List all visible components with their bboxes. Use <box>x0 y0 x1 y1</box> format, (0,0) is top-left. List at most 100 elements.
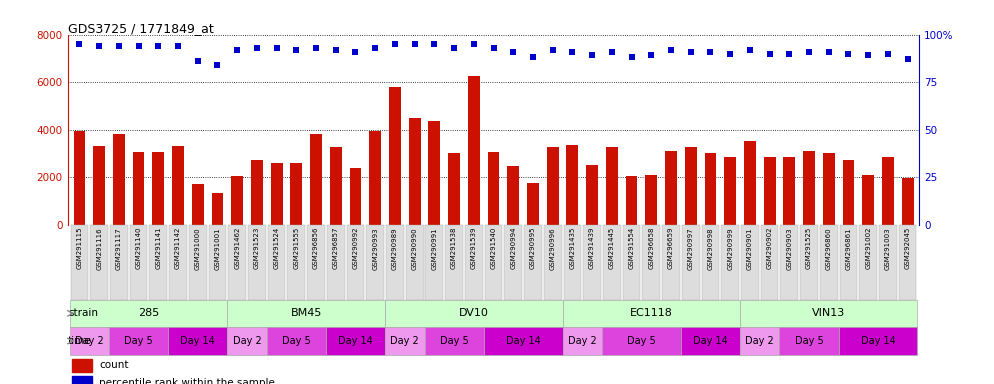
Text: Day 5: Day 5 <box>794 336 823 346</box>
Bar <box>740 300 917 327</box>
Bar <box>172 146 184 225</box>
Text: GSM291115: GSM291115 <box>77 227 83 270</box>
Point <box>485 45 501 51</box>
Bar <box>642 225 660 300</box>
Point <box>781 51 797 57</box>
Text: GSM291539: GSM291539 <box>471 227 477 270</box>
Bar <box>859 225 877 300</box>
Text: Day 5: Day 5 <box>282 336 311 346</box>
Text: DV10: DV10 <box>459 308 489 318</box>
Bar <box>902 178 913 225</box>
Point <box>860 52 876 58</box>
Bar <box>763 157 775 225</box>
Text: Day 2: Day 2 <box>391 336 419 346</box>
Bar <box>270 163 282 225</box>
Bar <box>290 163 302 225</box>
Point <box>663 47 679 53</box>
Point <box>407 41 422 47</box>
Point <box>545 47 561 53</box>
Point <box>466 41 482 47</box>
Text: GSM291540: GSM291540 <box>490 227 497 269</box>
Point <box>426 41 442 47</box>
Text: GSM290999: GSM290999 <box>728 227 734 270</box>
Text: GSM290990: GSM290990 <box>412 227 417 270</box>
Bar <box>129 225 147 300</box>
Bar <box>583 225 601 300</box>
Bar <box>228 327 266 355</box>
Point <box>190 58 206 64</box>
Bar <box>93 146 105 225</box>
Bar <box>109 327 168 355</box>
Bar <box>800 225 818 300</box>
Bar <box>132 152 144 225</box>
Bar <box>882 157 894 225</box>
Point <box>348 49 364 55</box>
Text: GSM291554: GSM291554 <box>628 227 634 269</box>
Bar <box>229 225 247 300</box>
Point <box>643 52 659 58</box>
Bar <box>722 225 739 300</box>
Bar <box>212 192 224 225</box>
Bar <box>705 153 717 225</box>
Bar <box>406 225 423 300</box>
Text: GSM290903: GSM290903 <box>786 227 792 270</box>
Bar <box>622 225 640 300</box>
Text: GSM296659: GSM296659 <box>668 227 674 270</box>
Bar <box>741 225 758 300</box>
Bar <box>428 121 440 225</box>
Bar <box>287 225 305 300</box>
Text: Day 5: Day 5 <box>627 336 656 346</box>
Bar <box>266 327 326 355</box>
Bar <box>389 87 401 225</box>
Point <box>565 49 580 55</box>
Point <box>387 41 403 47</box>
Bar <box>547 147 559 225</box>
Point <box>525 54 541 60</box>
Bar <box>192 184 204 225</box>
Bar <box>448 153 460 225</box>
Bar <box>465 225 483 300</box>
Bar <box>152 152 164 225</box>
Point <box>91 43 107 49</box>
Text: GSM291117: GSM291117 <box>116 227 122 270</box>
Bar <box>507 166 519 225</box>
Bar <box>330 147 342 225</box>
Point <box>288 47 304 53</box>
Point <box>623 54 639 60</box>
Bar <box>169 225 187 300</box>
Bar <box>820 225 838 300</box>
Text: GSM291116: GSM291116 <box>96 227 102 270</box>
Bar <box>862 175 874 225</box>
Bar <box>685 147 697 225</box>
Text: GSM290995: GSM290995 <box>530 227 536 270</box>
Point <box>584 52 600 58</box>
Text: Day 14: Day 14 <box>180 336 215 346</box>
Bar <box>527 183 539 225</box>
Bar <box>702 225 720 300</box>
Bar <box>327 225 345 300</box>
Point <box>72 41 87 47</box>
Text: count: count <box>99 360 128 370</box>
Bar <box>385 300 563 327</box>
Bar <box>409 118 420 225</box>
Bar <box>603 225 620 300</box>
Text: VIN13: VIN13 <box>812 308 845 318</box>
Point <box>604 49 620 55</box>
Text: GSM291141: GSM291141 <box>155 227 161 270</box>
Text: GSM290998: GSM290998 <box>708 227 714 270</box>
Bar <box>90 225 108 300</box>
Bar <box>839 327 917 355</box>
Bar <box>267 225 285 300</box>
Text: GSM290991: GSM290991 <box>431 227 437 270</box>
Bar <box>71 225 88 300</box>
Text: Day 14: Day 14 <box>861 336 896 346</box>
Text: GSM290992: GSM290992 <box>353 227 359 270</box>
Point <box>801 49 817 55</box>
Point <box>841 51 857 57</box>
Text: Day 2: Day 2 <box>75 336 103 346</box>
Text: GSM291555: GSM291555 <box>293 227 299 269</box>
Bar <box>780 225 798 300</box>
Point <box>210 62 226 68</box>
Bar <box>370 131 381 225</box>
Bar <box>110 225 128 300</box>
